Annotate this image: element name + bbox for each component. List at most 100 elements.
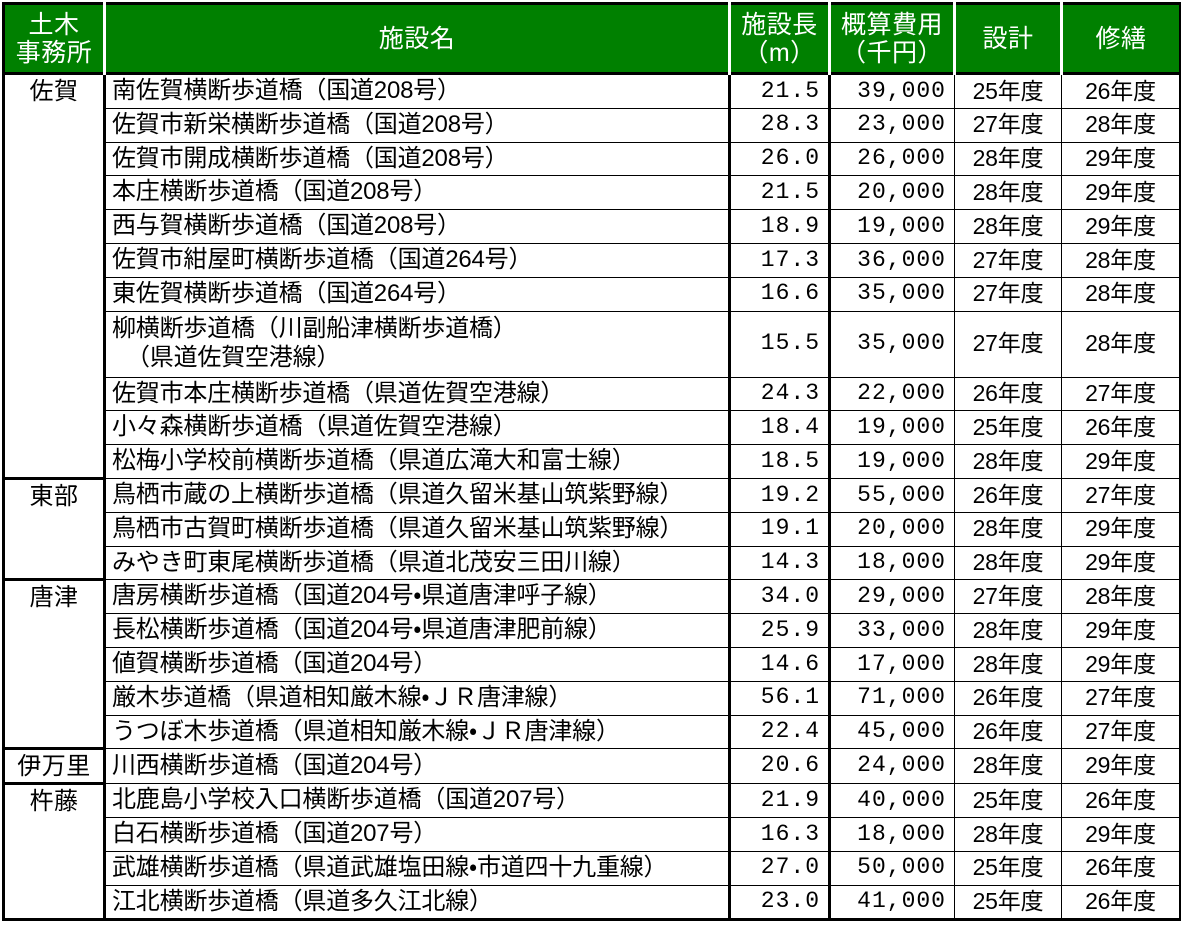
facility-name-cell: 唐房横断歩道橋（国道204号・県道唐津呼子線） bbox=[104, 579, 731, 615]
facility-name-cell: 佐賀市本庄横断歩道橋（県道佐賀空港線） bbox=[104, 376, 731, 412]
design-year-cell: 28年度 bbox=[954, 511, 1062, 547]
design-year-cell: 28年度 bbox=[954, 748, 1062, 785]
design-year-cell: 26年度 bbox=[954, 680, 1062, 716]
length-cell: 27.0 bbox=[729, 850, 831, 886]
table-row: うつぼ木歩道橋（県道相知厳木線・ＪＲ唐津線） 22.4 45,000 26年度 27年度 bbox=[4, 714, 1181, 750]
length-cell: 24.3 bbox=[729, 376, 831, 412]
length-cell: 22.4 bbox=[729, 714, 831, 750]
cost-cell: 71,000 bbox=[829, 680, 955, 716]
table-row: 柳横断歩道橋（川副船津横断歩道橋） （県道佐賀空港線） 15.5 35,000 27年度… bbox=[4, 310, 1181, 378]
table-row: 本庄横断歩道橋（国道208号） 21.5 20,000 28年度 29年度 bbox=[4, 175, 1181, 211]
design-year-cell: 25年度 bbox=[954, 783, 1062, 818]
cost-cell: 19,000 bbox=[829, 410, 955, 446]
cost-cell: 19,000 bbox=[829, 444, 955, 479]
repair-year-cell: 28年度 bbox=[1061, 242, 1181, 278]
facility-name-cell: 武雄横断歩道橋（県道武雄塩田線・市道四十九重線） bbox=[104, 850, 731, 886]
table-row: 長松横断歩道橋（国道204号・県道唐津肥前線） 25.9 33,000 28年度 29年… bbox=[4, 613, 1181, 648]
table-row: 鳥栖市古賀町横断歩道橋（県道久留米基山筑紫野線） 19.1 20,000 28年度 29… bbox=[4, 511, 1181, 547]
cost-cell: 33,000 bbox=[829, 613, 955, 648]
table-row: 佐賀 南佐賀横断歩道橋（国道208号） 21.5 39,000 25年度 26年度 bbox=[3, 72, 1181, 479]
cost-cell: 18,000 bbox=[829, 816, 955, 852]
repair-year-cell: 26年度 bbox=[1061, 73, 1181, 109]
table-row: 東部 鳥栖市蔵の上横断歩道橋（県道久留米基山筑紫野線） 19.2 55,000 26年度… bbox=[3, 476, 1181, 581]
repair-year-cell: 29年度 bbox=[1061, 613, 1181, 648]
length-cell: 23.0 bbox=[729, 884, 831, 921]
table-row: 武雄横断歩道橋（県道武雄塩田線・市道四十九重線） 27.0 50,000 25年度 26… bbox=[4, 850, 1181, 886]
length-cell: 21.9 bbox=[729, 783, 831, 818]
facility-name-cell: 南佐賀横断歩道橋（国道208号） bbox=[104, 73, 731, 109]
repair-year-cell: 29年度 bbox=[1061, 816, 1181, 852]
column-header-length: 施設長 （m） bbox=[729, 3, 831, 74]
column-header-facility-name: 施設名 bbox=[104, 3, 731, 74]
column-header-cost-line2: （千円） bbox=[840, 38, 943, 67]
design-year-cell: 25年度 bbox=[954, 73, 1062, 109]
repair-year-cell: 27年度 bbox=[1061, 477, 1181, 513]
design-year-cell: 26年度 bbox=[954, 714, 1062, 750]
repair-year-cell: 28年度 bbox=[1061, 579, 1181, 615]
cost-cell: 39,000 bbox=[829, 73, 955, 109]
cost-cell: 18,000 bbox=[829, 545, 955, 581]
table-row: 佐賀市紺屋町横断歩道橋（国道264号） 17.3 36,000 27年度 28年度 bbox=[4, 242, 1181, 278]
facility-name-cell: 佐賀市開成横断歩道橋（国道208号） bbox=[104, 141, 731, 177]
design-year-cell: 27年度 bbox=[954, 579, 1062, 615]
facility-name-cell: みやき町東尾横断歩道橋（県道北茂安三田川線） bbox=[104, 545, 731, 581]
length-cell: 14.3 bbox=[729, 545, 831, 581]
length-cell: 15.5 bbox=[729, 310, 831, 378]
design-year-cell: 25年度 bbox=[954, 410, 1062, 446]
cost-cell: 35,000 bbox=[829, 310, 955, 378]
facility-name-cell: うつぼ木歩道橋（県道相知厳木線・ＪＲ唐津線） bbox=[104, 714, 731, 750]
table-row: 佐賀市開成横断歩道橋（国道208号） 26.0 26,000 28年度 29年度 bbox=[4, 141, 1181, 177]
design-year-cell: 28年度 bbox=[954, 175, 1062, 211]
length-cell: 21.5 bbox=[729, 175, 831, 211]
repair-year-cell: 29年度 bbox=[1061, 209, 1181, 244]
column-header-cost-line1: 概算費用 bbox=[840, 10, 943, 39]
facility-name-cell: 佐賀市紺屋町横断歩道橋（国道264号） bbox=[104, 242, 731, 278]
facility-name-cell: 川西横断歩道橋（国道204号） bbox=[104, 748, 731, 785]
repair-year-cell: 28年度 bbox=[1061, 310, 1181, 378]
repair-year-cell: 29年度 bbox=[1061, 175, 1181, 211]
column-header-design: 設計 bbox=[954, 3, 1063, 74]
facility-name-cell: 厳木歩道橋（県道相知厳木線・ＪＲ唐津線） bbox=[104, 680, 731, 716]
repair-year-cell: 27年度 bbox=[1061, 714, 1181, 750]
design-year-cell: 28年度 bbox=[954, 444, 1062, 479]
design-year-cell: 28年度 bbox=[954, 141, 1062, 177]
length-cell: 20.6 bbox=[729, 748, 831, 785]
office-cell: 杵藤 bbox=[3, 782, 106, 921]
repair-year-cell: 26年度 bbox=[1061, 884, 1181, 921]
length-cell: 21.5 bbox=[729, 73, 831, 109]
office-cell: 伊万里 bbox=[3, 747, 106, 785]
facility-name-cell: 小々森横断歩道橋（県道佐賀空港線） bbox=[104, 410, 731, 446]
design-year-cell: 26年度 bbox=[954, 376, 1062, 412]
repair-year-cell: 26年度 bbox=[1061, 783, 1181, 818]
length-cell: 18.5 bbox=[729, 444, 831, 479]
length-cell: 16.3 bbox=[729, 816, 831, 852]
repair-year-cell: 29年度 bbox=[1061, 511, 1181, 547]
cost-cell: 35,000 bbox=[829, 276, 955, 312]
design-year-cell: 28年度 bbox=[954, 613, 1062, 648]
facility-name-cell: 佐賀市新栄横断歩道橋（国道208号） bbox=[104, 107, 731, 143]
cost-cell: 19,000 bbox=[829, 209, 955, 244]
repair-year-cell: 26年度 bbox=[1061, 850, 1181, 886]
column-header-cost: 概算費用 （千円） bbox=[829, 3, 956, 74]
cost-cell: 36,000 bbox=[829, 242, 955, 278]
facility-name-cell: 東佐賀横断歩道橋（国道264号） bbox=[104, 276, 731, 312]
design-year-cell: 28年度 bbox=[954, 816, 1062, 852]
length-cell: 14.6 bbox=[729, 646, 831, 682]
facility-name-cell: 長松横断歩道橋（国道204号・県道唐津肥前線） bbox=[104, 613, 731, 648]
column-header-office: 土木 事務所 bbox=[3, 3, 106, 74]
table-row: 伊万里 川西横断歩道橋（国道204号） 20.6 24,000 28年度 29年度 bbox=[3, 747, 1181, 785]
cost-cell: 23,000 bbox=[829, 107, 955, 143]
cost-cell: 50,000 bbox=[829, 850, 955, 886]
design-year-cell: 27年度 bbox=[954, 107, 1062, 143]
facility-name-cell: 松梅小学校前横断歩道橋（県道広滝大和富士線） bbox=[104, 444, 731, 479]
repair-year-cell: 28年度 bbox=[1061, 107, 1181, 143]
design-year-cell: 28年度 bbox=[954, 646, 1062, 682]
length-cell: 16.6 bbox=[729, 276, 831, 312]
cost-cell: 45,000 bbox=[829, 714, 955, 750]
length-cell: 56.1 bbox=[729, 680, 831, 716]
repair-year-cell: 27年度 bbox=[1061, 680, 1181, 716]
table-row: 江北横断歩道橋（県道多久江北線） 23.0 41,000 25年度 26年度 bbox=[4, 884, 1181, 921]
facility-name-cell: 西与賀横断歩道橋（国道208号） bbox=[104, 209, 731, 244]
table-row: 西与賀横断歩道橋（国道208号） 18.9 19,000 28年度 29年度 bbox=[4, 209, 1181, 244]
cost-cell: 22,000 bbox=[829, 376, 955, 412]
